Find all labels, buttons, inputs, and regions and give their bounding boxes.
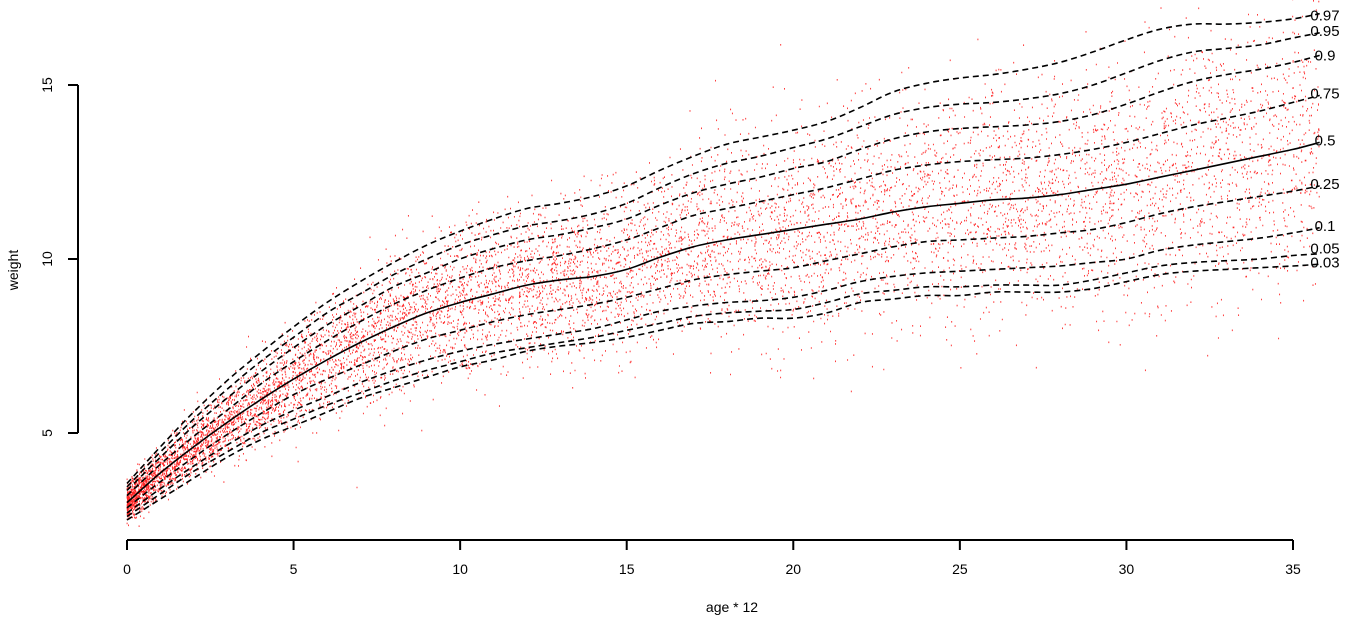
centile-label-0-1: 0.1 <box>1315 218 1336 235</box>
y-axis-ticks: 5 10 15 <box>39 77 78 437</box>
x-axis-label: age * 12 <box>706 599 758 615</box>
centile-label-0-05: 0.05 <box>1310 241 1339 258</box>
centile-line-0-5 <box>126 141 1320 504</box>
centile-line-0-25 <box>126 185 1320 509</box>
x-axis-ticks: 0 5 10 15 20 25 30 35 <box>123 540 1301 577</box>
centile-label-0-9: 0.9 <box>1315 47 1336 64</box>
x-tick-label: 15 <box>619 561 635 577</box>
centile-line-0-95 <box>126 32 1320 488</box>
centile-label-0-25: 0.25 <box>1310 176 1339 193</box>
y-tick-label: 10 <box>39 251 55 267</box>
centile-label-0-95: 0.95 <box>1310 23 1339 40</box>
x-tick-label: 10 <box>452 561 468 577</box>
centile-line-0-9 <box>126 54 1320 491</box>
x-tick-label: 5 <box>290 561 298 577</box>
centile-label-0-97: 0.97 <box>1310 7 1339 24</box>
centile-line-0-75 <box>126 94 1320 497</box>
centile-line-0-05 <box>126 253 1320 518</box>
x-tick-label: 35 <box>1285 561 1301 577</box>
centile-line-0-1 <box>126 226 1320 514</box>
centile-label-0-03: 0.03 <box>1310 254 1339 271</box>
centile-label-0-75: 0.75 <box>1310 86 1339 103</box>
axes: 0 5 10 15 20 25 30 35 5 10 15 <box>39 77 1301 577</box>
scatter-point-cloud <box>126 0 1320 527</box>
centile-line-0-03 <box>126 263 1320 521</box>
y-tick-label: 15 <box>39 77 55 93</box>
x-tick-label: 25 <box>952 561 968 577</box>
y-axis-label: weight <box>5 250 21 292</box>
centile-label-0-5: 0.5 <box>1315 133 1336 150</box>
x-tick-label: 20 <box>785 561 801 577</box>
x-tick-label: 30 <box>1119 561 1135 577</box>
centile-line-0-97 <box>126 12 1320 485</box>
x-tick-label: 0 <box>123 561 131 577</box>
centile-labels: 0.030.05 0.1 0.25 0.5 0.75 0.9 0.950.97 <box>1310 7 1339 271</box>
centile-lines <box>126 12 1320 521</box>
scatter-points <box>126 0 1320 527</box>
y-tick-label: 5 <box>39 429 55 437</box>
